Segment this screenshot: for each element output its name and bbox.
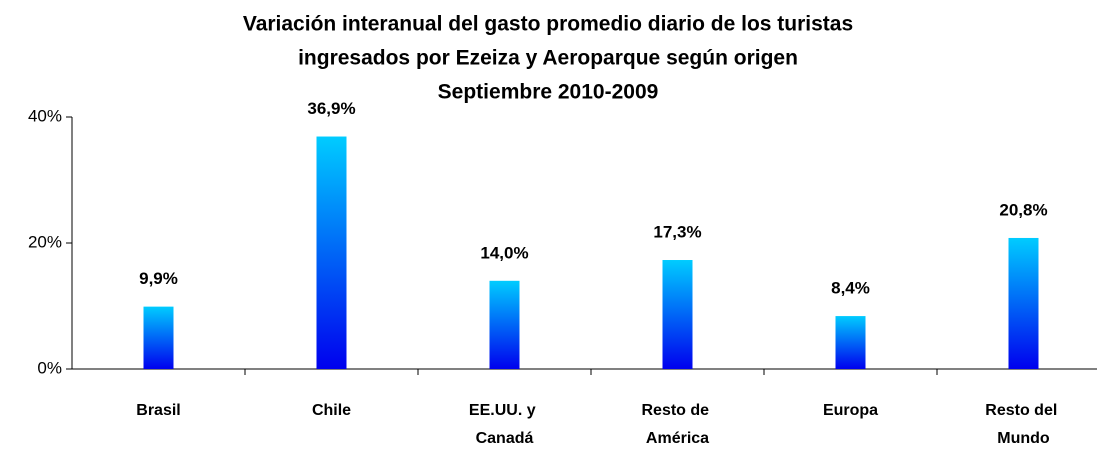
value-label: 9,9% <box>139 269 178 288</box>
x-tick-label: Chile <box>312 402 351 419</box>
chart-subtitle: Septiembre 2010-2009 <box>438 81 659 104</box>
value-label: 14,0% <box>480 243 528 262</box>
value-label: 20,8% <box>999 200 1047 219</box>
chart-title: ingresados por Ezeiza y Aeroparque según… <box>298 47 798 70</box>
bar <box>835 316 866 369</box>
x-tick-label: Europa <box>823 402 878 419</box>
y-tick-label: 40% <box>28 106 62 125</box>
chart-title: Variación interanual del gasto promedio … <box>243 13 853 36</box>
bar <box>316 136 347 369</box>
x-tick-label: Resto de América <box>641 402 713 447</box>
bar <box>662 260 693 369</box>
value-label: 8,4% <box>831 279 870 298</box>
x-tick-label: EE.UU. y Canadá <box>469 402 540 447</box>
bar <box>489 280 520 369</box>
value-label: 17,3% <box>653 222 701 241</box>
y-tick-label: 20% <box>28 232 62 251</box>
bar <box>143 306 174 369</box>
x-tick-label: Resto del Mundo <box>985 402 1061 447</box>
value-label: 36,9% <box>307 99 355 118</box>
x-tick-label: Brasil <box>136 402 180 419</box>
y-tick-label: 0% <box>37 358 62 377</box>
bar <box>1008 237 1039 369</box>
